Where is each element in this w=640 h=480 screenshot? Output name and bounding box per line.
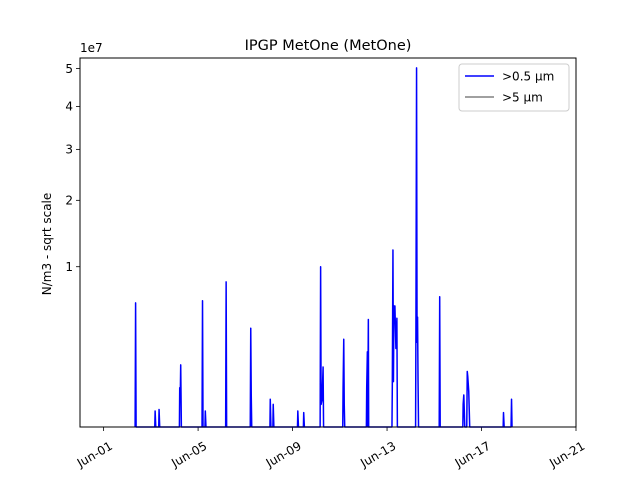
legend-label-1: >5 µm [502, 91, 543, 105]
y-tick-label-1: 2 [65, 194, 73, 208]
plot-frame [79, 57, 577, 428]
y-axis-offset-label: 1e7 [80, 41, 103, 55]
y-tick-label-4: 5 [65, 62, 73, 76]
y-axis-label: N/m3 - sqrt scale [40, 193, 54, 296]
y-tick-label-3: 4 [65, 100, 73, 114]
chart-title: IPGP MetOne (MetOne) [245, 38, 412, 54]
y-tick-label-2: 3 [65, 143, 73, 157]
legend: >0.5 µm >5 µm [458, 63, 570, 112]
legend-label-0: >0.5 µm [502, 70, 554, 84]
y-tick-label-0: 1 [65, 260, 73, 274]
